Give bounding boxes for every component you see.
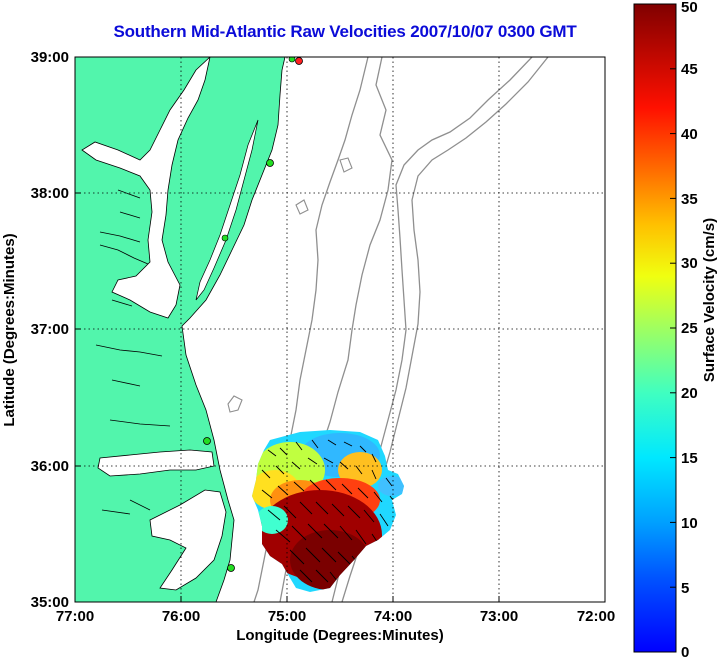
station-marker [203,437,211,445]
colorbar-tick: 50 [681,0,698,16]
colorbar-tick: 20 [681,385,698,402]
x-tick-label: 73:00 [480,608,518,625]
colorbar-tick: 40 [681,126,698,143]
y-tick-label: 38:00 [31,185,69,202]
y-tick-label: 37:00 [31,321,69,338]
colorbar-tick: 45 [681,61,698,78]
station-marker [295,57,303,65]
albemarle-sound [97,449,215,477]
y-tick-label: 36:00 [31,458,69,475]
map-grid [75,57,605,602]
station-marker [221,234,229,242]
colorbar-tick: 10 [681,515,698,532]
colorbar [633,3,677,653]
x-tick-label: 77:00 [56,608,94,625]
x-tick-label: 75:00 [268,608,306,625]
x-axis-label: Longitude (Degrees:Minutes) [236,627,444,644]
station-marker [288,57,296,63]
colorbar-tick: 15 [681,450,698,467]
pamlico-sound [149,489,227,591]
y-tick-label: 35:00 [31,594,69,611]
colorbar-tick: 5 [681,580,689,597]
map-title: Southern Mid-Atlantic Raw Velocities 200… [113,22,577,41]
x-tick-label: 76:00 [162,608,200,625]
colorbar-tick: 0 [681,644,689,659]
chesapeake-bay [81,57,211,319]
y-axis-label: Latitude (Degrees:Minutes) [1,233,18,426]
colorbar-tick: 25 [681,320,698,337]
station-marker [227,564,235,572]
colorbar-tick: 35 [681,191,698,208]
x-tick-label: 72:00 [577,608,615,625]
y-tick-label: 39:00 [31,49,69,66]
station-marker [266,159,274,167]
x-tick-label: 74:00 [374,608,412,625]
colorbar-tick: 30 [681,255,698,272]
colorbar-label: Surface Velocity (cm/s) [701,218,718,382]
